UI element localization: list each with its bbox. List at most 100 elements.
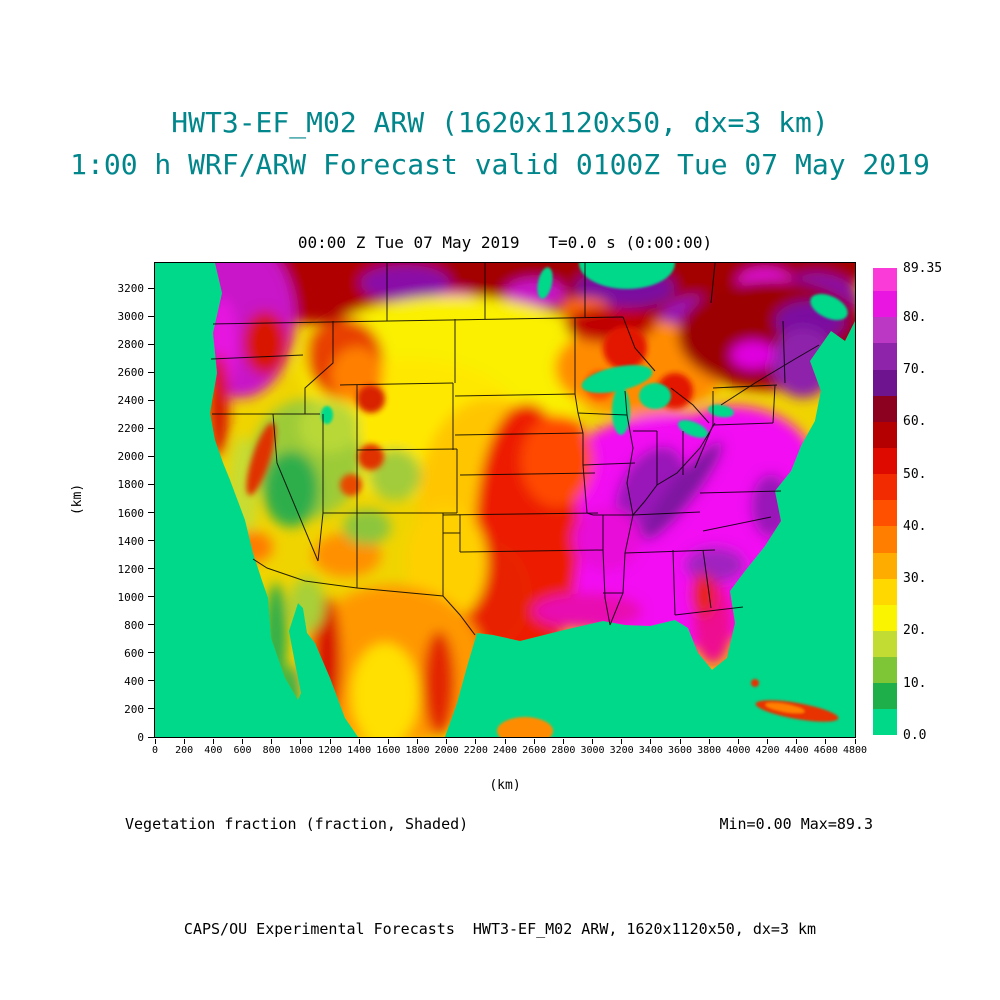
- x-tick-label: 4400: [784, 745, 809, 756]
- x-tick-mark: [417, 739, 418, 744]
- y-tick-label: 400: [124, 674, 144, 688]
- x-tick-mark: [329, 739, 331, 744]
- x-tick-mark: [271, 739, 273, 744]
- x-tick-mark: [650, 739, 652, 744]
- colorbar-label: 40.: [903, 518, 927, 534]
- y-tick-label: 2600: [117, 366, 145, 380]
- x-tick-label: 200: [175, 745, 194, 756]
- colorbar-segment: [873, 343, 897, 370]
- x-tick-mark: [767, 739, 768, 744]
- colorbar-label: 80.: [903, 309, 927, 325]
- islands: [497, 679, 839, 737]
- forecast-valid-title: 1:00 h WRF/ARW Forecast valid 0100Z Tue …: [70, 148, 930, 181]
- y-tick-label: 200: [124, 702, 144, 716]
- x-tick-mark: [183, 739, 185, 744]
- x-tick-mark: [300, 739, 302, 744]
- x-tick-mark: [679, 739, 681, 744]
- x-tick-label: 1800: [405, 745, 430, 756]
- y-tick-mark: [148, 483, 154, 485]
- colorbar-segment: [873, 268, 897, 292]
- y-tick-mark: [148, 287, 154, 289]
- x-tick-label: 3400: [638, 745, 663, 756]
- y-tick-label: 800: [124, 618, 144, 632]
- colorbar-label: 70.: [903, 362, 927, 378]
- vegetation-fraction-map: [154, 262, 856, 738]
- x-tick-mark: [592, 739, 593, 744]
- x-tick-mark: [854, 739, 856, 744]
- colorbar-segment: [873, 578, 897, 605]
- x-tick-mark: [621, 739, 623, 744]
- colorbar-segment: [873, 552, 897, 579]
- y-tick-label: 3000: [117, 310, 145, 324]
- colorbar-segment: [873, 421, 897, 449]
- y-tick-label: 2200: [117, 422, 145, 436]
- y-tick-label: 1600: [117, 506, 145, 520]
- x-tick-mark: [708, 739, 710, 744]
- x-tick-label: 600: [233, 745, 252, 756]
- x-tick-label: 0: [151, 745, 159, 756]
- y-tick-label: 1800: [117, 478, 145, 492]
- x-tick-label: 1200: [317, 745, 343, 756]
- x-tick-mark: [504, 739, 506, 744]
- y-tick-label: 1200: [117, 562, 145, 576]
- state-borders: [210, 263, 820, 636]
- x-tick-mark: [212, 739, 214, 744]
- y-tick-mark: [148, 708, 154, 710]
- vegetation-shading: [210, 263, 855, 737]
- credit-line: CAPS/OU Experimental Forecasts HWT3-EF_M…: [183, 920, 817, 938]
- y-tick-mark: [148, 652, 154, 654]
- colorbar-segment: [873, 316, 897, 344]
- x-tick-label: 1600: [376, 745, 401, 756]
- x-tick-label: 4200: [755, 745, 780, 756]
- x-tick-label: 800: [262, 745, 281, 756]
- colorbar-segment: [873, 525, 897, 553]
- x-tick-label: 2800: [551, 745, 576, 756]
- y-tick-mark: [148, 343, 154, 345]
- y-tick-label: 600: [124, 646, 144, 660]
- colorbar-segment: [873, 447, 897, 475]
- y-tick-label: 1400: [117, 534, 145, 548]
- colorbar-segment: [873, 604, 897, 631]
- x-tick-label: 3600: [667, 745, 693, 756]
- x-tick-label: 4000: [726, 745, 751, 756]
- y-tick-mark: [148, 455, 154, 457]
- colorbar-segment: [873, 369, 897, 396]
- colorbar-segment: [873, 630, 897, 658]
- y-tick-label: 3200: [117, 282, 145, 295]
- x-tick-label: 2200: [463, 745, 488, 756]
- y-tick-mark: [148, 736, 154, 738]
- x-tick-mark: [533, 739, 535, 744]
- x-tick-mark: [387, 739, 389, 744]
- colorbar-segment: [873, 708, 897, 736]
- y-tick-mark: [148, 427, 154, 429]
- colorbar-segment: [873, 682, 897, 710]
- x-tick-label: 1400: [347, 745, 372, 756]
- x-tick-mark: [562, 739, 564, 744]
- field-caption: Vegetation fraction (fraction, Shaded): [125, 815, 469, 833]
- x-tick-mark: [242, 739, 243, 744]
- y-tick-mark: [148, 624, 154, 626]
- colorbar-segment: [873, 656, 897, 684]
- x-tick-label: 2000: [434, 745, 459, 756]
- y-tick-mark: [148, 399, 154, 401]
- y-tick-mark: [148, 596, 154, 598]
- x-tick-label: 1000: [288, 745, 313, 756]
- y-tick-mark: [148, 540, 154, 542]
- min-max-caption: Min=0.00 Max=89.3: [719, 815, 873, 833]
- x-tick-label: 3800: [697, 745, 722, 756]
- model-title: HWT3-EF_M02 ARW (1620x1120x50, dx=3 km): [171, 106, 829, 139]
- x-tick-label: 2400: [492, 745, 518, 756]
- y-tick-label: 1000: [117, 590, 145, 604]
- x-tick-mark: [475, 739, 477, 744]
- forecast-map-svg: [155, 263, 855, 737]
- x-tick-mark: [825, 739, 827, 744]
- x-tick-mark: [358, 739, 360, 744]
- x-tick-label: 3200: [609, 745, 634, 756]
- y-axis-label: (km): [70, 483, 86, 516]
- x-axis-label: (km): [489, 778, 521, 793]
- y-tick-mark: [148, 315, 154, 317]
- colorbar-segment: [873, 499, 897, 527]
- y-tick-mark: [148, 371, 154, 373]
- y-tick-mark: [148, 512, 154, 513]
